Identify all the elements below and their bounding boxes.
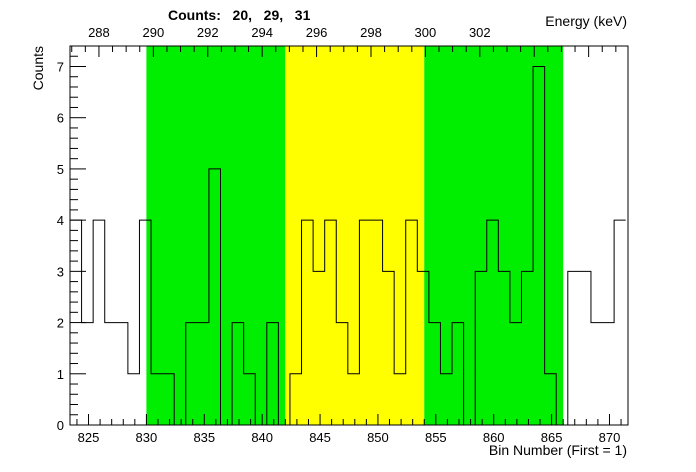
energy-tick-label: 300 xyxy=(415,25,437,40)
energy-tick-label: 298 xyxy=(360,25,382,40)
y-tick-label: 3 xyxy=(57,264,64,279)
energy-tick-label: 296 xyxy=(306,25,328,40)
x-tick-label: 825 xyxy=(78,430,100,445)
x-tick-label: 830 xyxy=(136,430,158,445)
x-tick-label: 850 xyxy=(367,430,389,445)
region-band-1 xyxy=(285,46,425,425)
highlight-regions xyxy=(146,46,564,425)
x-tick-label: 855 xyxy=(425,430,447,445)
chart-title: Counts: 20, 29, 31 xyxy=(168,7,311,23)
energy-tick-label: 292 xyxy=(197,25,219,40)
y-tick-label: 1 xyxy=(57,367,64,382)
left-axis-ticks: 0 1 2 3 4 5 6 7 xyxy=(57,45,86,433)
y-tick-label: 6 xyxy=(57,111,64,126)
energy-tick-label: 290 xyxy=(143,25,165,40)
histogram-line xyxy=(70,65,626,426)
x-tick-label: 840 xyxy=(251,430,273,445)
energy-axis-title: Energy (keV) xyxy=(545,13,627,29)
histogram-series xyxy=(70,65,626,426)
y-tick-label: 7 xyxy=(57,59,64,74)
region-band-2 xyxy=(424,46,564,425)
x-tick-label: 835 xyxy=(193,430,215,445)
top-energy-axis-ticks: 288 290 292 294 296 298 300 302 xyxy=(71,25,617,57)
bottom-axis-ticks: 825 830 835 840 845 850 855 860 865 870 xyxy=(76,414,622,445)
axes xyxy=(69,45,629,426)
x-axis-title: Bin Number (First = 1) xyxy=(489,442,627,458)
energy-tick-label: 288 xyxy=(88,25,110,40)
x-tick-label: 845 xyxy=(309,430,331,445)
x-tick-label: 870 xyxy=(599,430,621,445)
y-tick-label: 4 xyxy=(57,213,64,228)
x-tick-label: 865 xyxy=(541,430,563,445)
plot-frame xyxy=(69,45,629,426)
y-axis-title: Counts xyxy=(30,46,46,90)
y-tick-label: 0 xyxy=(57,418,64,433)
energy-tick-label: 302 xyxy=(469,25,491,40)
x-tick-label: 860 xyxy=(483,430,505,445)
region-band-0 xyxy=(146,46,286,425)
energy-tick-label: 294 xyxy=(251,25,273,40)
y-tick-label: 2 xyxy=(57,316,64,331)
y-tick-label: 5 xyxy=(57,162,64,177)
